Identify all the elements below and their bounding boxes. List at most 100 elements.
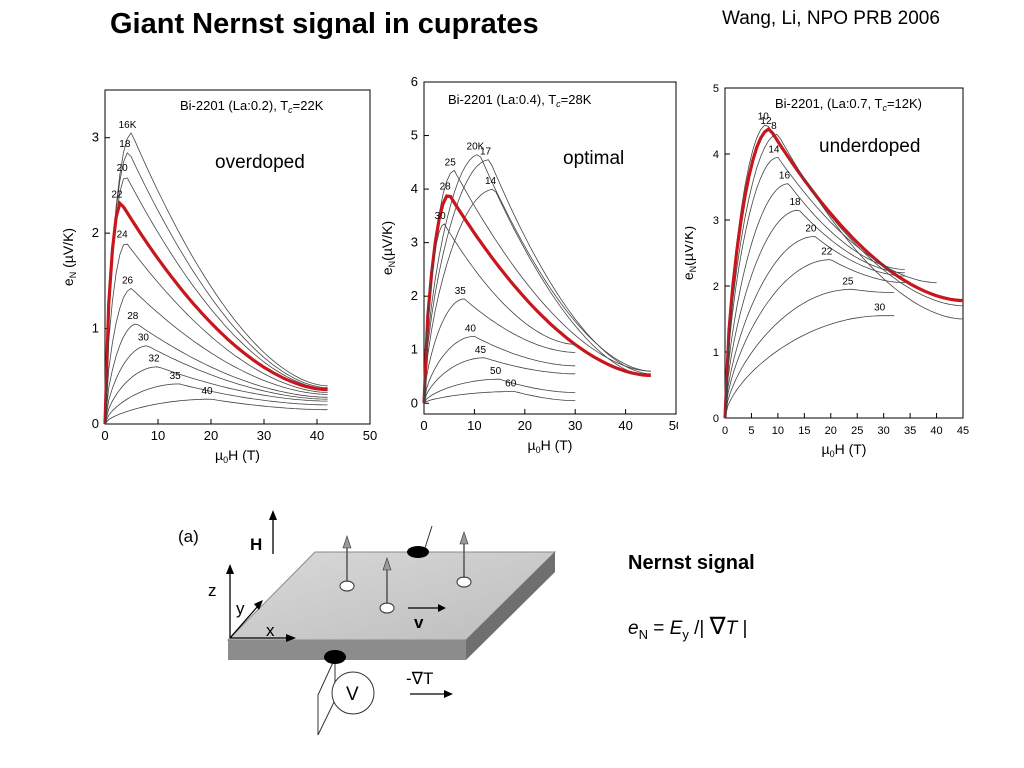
diagram-label-z: z [208,581,217,600]
series-label: 24 [117,230,129,241]
formula-close: | [737,618,748,639]
y-tick-label: 1 [411,342,418,357]
x-tick-label: 30 [257,428,271,443]
series-label: 18 [119,139,131,150]
x-tick-label: 5 [748,425,754,437]
series-label: 18 [789,197,801,208]
series-line-highlight [723,127,964,419]
series-label: 20K [467,141,485,152]
series-line [724,183,905,419]
series-line [724,209,905,419]
y-tick-label: 6 [411,74,418,89]
gradient-arrowhead [444,690,453,698]
series-line [724,156,937,419]
y-tick-label: 2 [92,225,99,240]
y-tick-label: 5 [411,128,418,143]
plot-frame [724,87,964,419]
x-tick-label: 0 [420,418,427,433]
diagram-label-x: x [266,621,275,640]
sample-front-face [228,640,466,660]
doping-label: underdoped [819,136,920,157]
series-label: 40 [201,386,213,397]
series-label: 26 [122,275,134,286]
x-tick-label: 30 [878,425,890,437]
series-label: 25 [445,157,457,168]
y-tick-label: 2 [713,281,719,293]
doping-label: overdoped [215,152,305,173]
y-arrowhead [254,600,263,610]
z-arrowhead [226,564,234,574]
series-label: 16 [779,171,791,182]
x-tick-label: 25 [851,425,863,437]
plot-frame [104,89,371,425]
series-label: 14 [485,176,497,187]
x-tick-label: 40 [618,418,632,433]
doping-label: optimal [563,148,624,169]
x-tick-label: 45 [957,425,969,437]
series-line [423,159,651,404]
series-label: 22 [111,190,123,201]
diagram-label-a: (a) [178,527,199,546]
series-label: 16K [119,120,137,131]
formula-nabla: ∇ [709,613,726,640]
x-tick-label: 0 [722,425,728,437]
series-label: 40 [465,323,477,334]
series-label: 8 [771,121,777,132]
series-line [104,345,328,425]
reference-citation: Wang, Li, NPO PRB 2006 [722,8,940,29]
chart-overdoped: 0 10 20 30 40 50 0 1 2 3 µ0H (T) eN (µV/K) Bi-2201 (… [60,89,377,465]
y-tick-label: 0 [713,413,719,425]
nernst-formula: eN = Ey /| ∇T | [628,612,747,642]
series-line-highlight [103,200,328,425]
series-line [104,287,328,425]
velocity-arrowhead [438,604,446,612]
formula-T: T [725,618,738,639]
series-line [104,366,328,425]
y-axis-label: eN(µV/K) [685,226,698,280]
series-line [423,391,576,404]
x-tick-label: 10 [772,425,784,437]
x-tick-label: 10 [151,428,165,443]
x-tick-label: 50 [669,418,678,433]
y-tick-label: 3 [713,215,719,227]
series-label: 10 [758,111,770,122]
field-arrowhead [269,510,277,520]
series-label: 14 [768,144,780,155]
series-line [423,378,576,404]
y-tick-label: 3 [411,235,418,250]
series-line [423,169,651,404]
sample-label: Bi-2201 (La:0.2), Tc=22K [180,98,324,115]
y-tick-label: 3 [92,130,99,145]
formula-e: e [628,618,639,639]
series-label: 30 [435,211,447,222]
sample-label: Bi-2201, (La:0.7, Tc=12K) [775,96,922,113]
x-axis-label: µ0H (T) [215,447,260,465]
series-line [104,152,328,425]
series-label: 60 [505,379,517,390]
x-tick-label: 10 [467,418,481,433]
formula-E: E [669,618,683,639]
series-label: 30 [138,333,150,344]
series-line [104,323,328,425]
series-label: 28 [440,181,452,192]
series-line [104,132,328,425]
x-arrowhead [286,634,296,642]
formula-heading: Nernst signal [628,552,755,574]
formula-eq: = [647,618,670,639]
chart-optimal: 010203040500123456µ0H (T)eN(µV/K)Bi-2201… [379,74,678,455]
vortex [379,557,395,614]
voltmeter-label: V [346,684,359,705]
x-tick-label: 20 [825,425,837,437]
series-label: 35 [170,371,182,382]
x-axis-label: µ0H (T) [528,437,573,455]
y-tick-label: 0 [411,395,418,410]
x-tick-label: 35 [904,425,916,437]
sample-top-face [226,551,557,641]
diagram-label-y: y [236,599,245,618]
x-tick-label: 20 [204,428,218,443]
series-line [724,259,905,419]
series-label: 20 [117,163,129,174]
series-line [724,315,895,419]
x-tick-label: 30 [568,418,582,433]
